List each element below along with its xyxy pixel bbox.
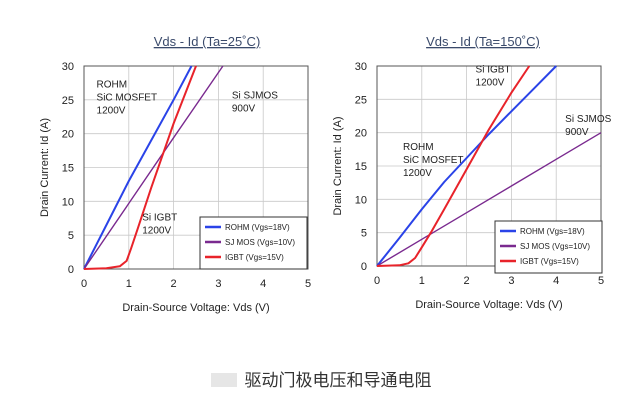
- x-tick-label: 2: [464, 275, 470, 287]
- annotation: Si SJMOS 900V: [565, 114, 611, 138]
- annotation-line: SiC MOSFET: [97, 93, 158, 104]
- annotation-line: 900V: [232, 103, 256, 114]
- x-tick-label: 3: [508, 275, 514, 287]
- y-axis-label: Drain Current: Id (A): [332, 116, 344, 215]
- x-tick-label: 2: [171, 278, 177, 290]
- y-tick-label: 25: [62, 95, 74, 107]
- legend: ROHM (Vgs=18V) SJ MOS (Vgs=10V) IGBT (Vgs=…: [494, 220, 603, 274]
- x-tick-label: 4: [553, 275, 559, 287]
- legend-entry: IGBT (Vgs=15V): [225, 253, 284, 262]
- series-line: [83, 65, 197, 270]
- x-tick-label: 4: [260, 278, 266, 290]
- annotation: Si IGBT 1200V: [142, 212, 177, 236]
- y-tick-label: 30: [62, 61, 74, 73]
- chart-1: Vds - Id (Ta=25˚C) 0 1 2 3 4 5 0 5 10 15 20 25 30 Drai…: [39, 34, 311, 314]
- annotation: Si SJMOS 900V: [232, 90, 278, 114]
- y-tick-label: 20: [62, 129, 74, 141]
- annotation-line: Si SJMOS: [565, 114, 611, 125]
- y-tick-label: 10: [62, 196, 74, 208]
- x-tick-label: 5: [598, 275, 604, 287]
- series-line: [376, 132, 602, 267]
- charts-canvas: Vds - Id (Ta=25˚C)0 1 2 3 4 5051015202530Drai…: [39, 34, 612, 314]
- series-line: [83, 65, 193, 270]
- annotation: ROHM SiC MOSFET 1200V: [403, 142, 464, 179]
- y-tick-label: 0: [361, 261, 367, 273]
- chart-2: Vds - Id (Ta=150˚C) 0 1 2 3 4 5 0 5 10 15 20 25 30 Dra…: [332, 34, 612, 311]
- x-tick-label: 0: [374, 275, 380, 287]
- annotation-line: ROHM: [403, 142, 434, 153]
- y-tick-label: 25: [355, 94, 367, 106]
- y-tick-label: 20: [355, 128, 367, 140]
- x-tick-label: 0: [81, 278, 87, 290]
- y-axis-label: Drain Current: Id (A): [39, 118, 51, 217]
- annotation-line: 1200V: [142, 225, 171, 236]
- series-line: [376, 65, 531, 267]
- y-tick-label: 0: [68, 264, 74, 276]
- legend-entry: IGBT (Vgs=15V): [520, 257, 579, 266]
- plot-frame: [376, 65, 602, 267]
- y-tick-label: 5: [68, 230, 74, 242]
- legend-entry: SJ MOS (Vgs=10V): [225, 238, 295, 247]
- legend: ROHM (Vgs=18V) SJ MOS (Vgs=10V) IGBT (Vgs=…: [199, 216, 308, 270]
- figure-caption: 驱动门极电压和导通电阻: [0, 366, 642, 391]
- y-tick-label: 15: [355, 161, 367, 173]
- legend-entry: ROHM (Vgs=18V): [225, 223, 290, 232]
- x-tick-label: 3: [215, 278, 221, 290]
- x-axis-label: Drain-Source Voltage: Vds (V): [122, 302, 269, 314]
- series-line: [83, 65, 224, 270]
- caption-text: 驱动门极电压和导通电阻: [244, 371, 432, 390]
- annotation: ROHM SiC MOSFET 1200V: [97, 80, 158, 117]
- annotation: Si IGBT 1200V: [476, 65, 511, 89]
- annotation-line: 1200V: [476, 78, 505, 89]
- x-tick-label: 5: [305, 278, 311, 290]
- legend-entry: ROHM (Vgs=18V): [520, 227, 585, 236]
- legend-entry: SJ MOS (Vgs=10V): [520, 242, 590, 251]
- image-icon: [210, 373, 237, 387]
- annotation-line: ROHM: [97, 80, 128, 91]
- annotation-line: SiC MOSFET: [403, 155, 464, 166]
- annotation-line: Si SJMOS: [232, 90, 278, 101]
- y-tick-label: 30: [355, 61, 367, 73]
- x-tick-label: 1: [126, 278, 132, 290]
- annotation-line: Si IGBT: [142, 212, 177, 223]
- y-tick-label: 15: [62, 163, 74, 175]
- annotation-line: Si IGBT: [476, 65, 511, 76]
- chart-title: Vds - Id (Ta=25˚C): [154, 34, 261, 49]
- y-tick-label: 10: [355, 194, 367, 206]
- x-axis-label: Drain-Source Voltage: Vds (V): [415, 299, 562, 311]
- annotation-line: 1200V: [97, 106, 126, 117]
- chart-title: Vds - Id (Ta=150˚C): [426, 34, 540, 49]
- annotation-line: 1200V: [403, 168, 432, 179]
- annotation-line: 900V: [565, 127, 589, 138]
- y-tick-label: 5: [361, 228, 367, 240]
- x-tick-label: 1: [419, 275, 425, 287]
- series-line: [376, 65, 557, 267]
